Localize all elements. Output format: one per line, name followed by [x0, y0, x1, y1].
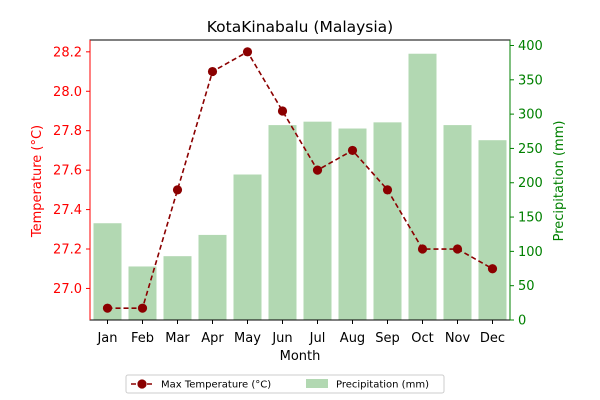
x-axis-title: Month [280, 349, 321, 364]
y-tick-label-right: 0 [518, 314, 526, 329]
x-tick-label: Jul [309, 331, 326, 346]
temperature-point [207, 66, 218, 77]
temperature-point [452, 244, 463, 254]
x-tick-label: Oct [411, 331, 433, 346]
x-tick-label: Jan [96, 331, 117, 346]
legend-label-temperature: Max Temperature (°C) [161, 380, 271, 391]
precipitation-bar [233, 174, 262, 320]
y-tick-label-right: 200 [518, 176, 543, 191]
y-tick-label-right: 300 [518, 108, 543, 123]
legend-bar-swatch [306, 379, 328, 388]
y-tick-label-right: 350 [518, 73, 543, 88]
y-tick-label-left: 27.2 [53, 243, 82, 258]
temperature-point [242, 47, 253, 57]
precipitation-bar [268, 125, 297, 320]
temperature-series-line [107, 50, 493, 309]
x-tick-label: Feb [131, 331, 154, 346]
x-tick-label: Aug [340, 331, 365, 346]
precipitation-bar [478, 140, 507, 320]
legend-label-precipitation: Precipitation (mm) [336, 380, 429, 391]
temperature-point [277, 106, 288, 116]
y-axis-left-title: Temperature (°C) [30, 125, 45, 238]
x-tick-label: Nov [445, 331, 471, 346]
legend-frame [125, 374, 445, 394]
x-tick-label: Dec [480, 331, 505, 346]
y-tick-label-left: 27.4 [53, 203, 82, 218]
y-tick-label-right: 50 [518, 279, 535, 294]
chart-title: KotaKinabalu (Malaysia) [207, 18, 393, 36]
y-tick-label-right: 150 [518, 211, 543, 226]
precipitation-bars [93, 53, 507, 321]
x-tick-label: Jun [271, 331, 292, 346]
x-tick-label: Apr [201, 331, 224, 346]
precipitation-bar [373, 122, 402, 321]
precipitation-bar [338, 128, 367, 320]
y-tick-label-right: 250 [518, 142, 543, 157]
temperature-point [487, 264, 498, 274]
chart-axes: Jan Feb Mar Apr May Jun Jul Aug Sep Oct Nov Dec 27.0… [53, 39, 543, 346]
y-axis-right-title: Precipitation (mm) [552, 121, 567, 242]
temperature-point [137, 303, 148, 313]
temperature-point [347, 145, 358, 156]
precipitation-bar [163, 256, 192, 320]
precipitation-bar [408, 53, 437, 320]
precipitation-bar [443, 125, 472, 320]
y-tick-label-right: 400 [518, 39, 543, 54]
temperature-point [172, 185, 183, 195]
temperature-line [102, 47, 498, 313]
temperature-point [382, 185, 393, 195]
x-tick-label: Sep [375, 331, 400, 346]
legend-marker-swatch [137, 379, 147, 389]
y-tick-label-left: 27.0 [53, 282, 82, 297]
precipitation-bar [303, 121, 332, 321]
y-tick-label-left: 28.2 [53, 45, 82, 60]
x-tick-label: Mar [165, 331, 190, 346]
x-tick-label: May [234, 331, 261, 346]
temperature-point [312, 165, 323, 175]
y-tick-label-right: 100 [518, 245, 543, 260]
y-tick-label-left: 28.0 [53, 85, 82, 100]
y-tick-label-left: 27.6 [53, 164, 82, 179]
chart-legend: Max Temperature (°C) Precipitation (mm) [125, 374, 445, 394]
temperature-point [417, 244, 428, 254]
y-tick-label-left: 27.8 [53, 124, 82, 139]
temperature-point [102, 303, 113, 313]
precipitation-bar [198, 234, 227, 320]
